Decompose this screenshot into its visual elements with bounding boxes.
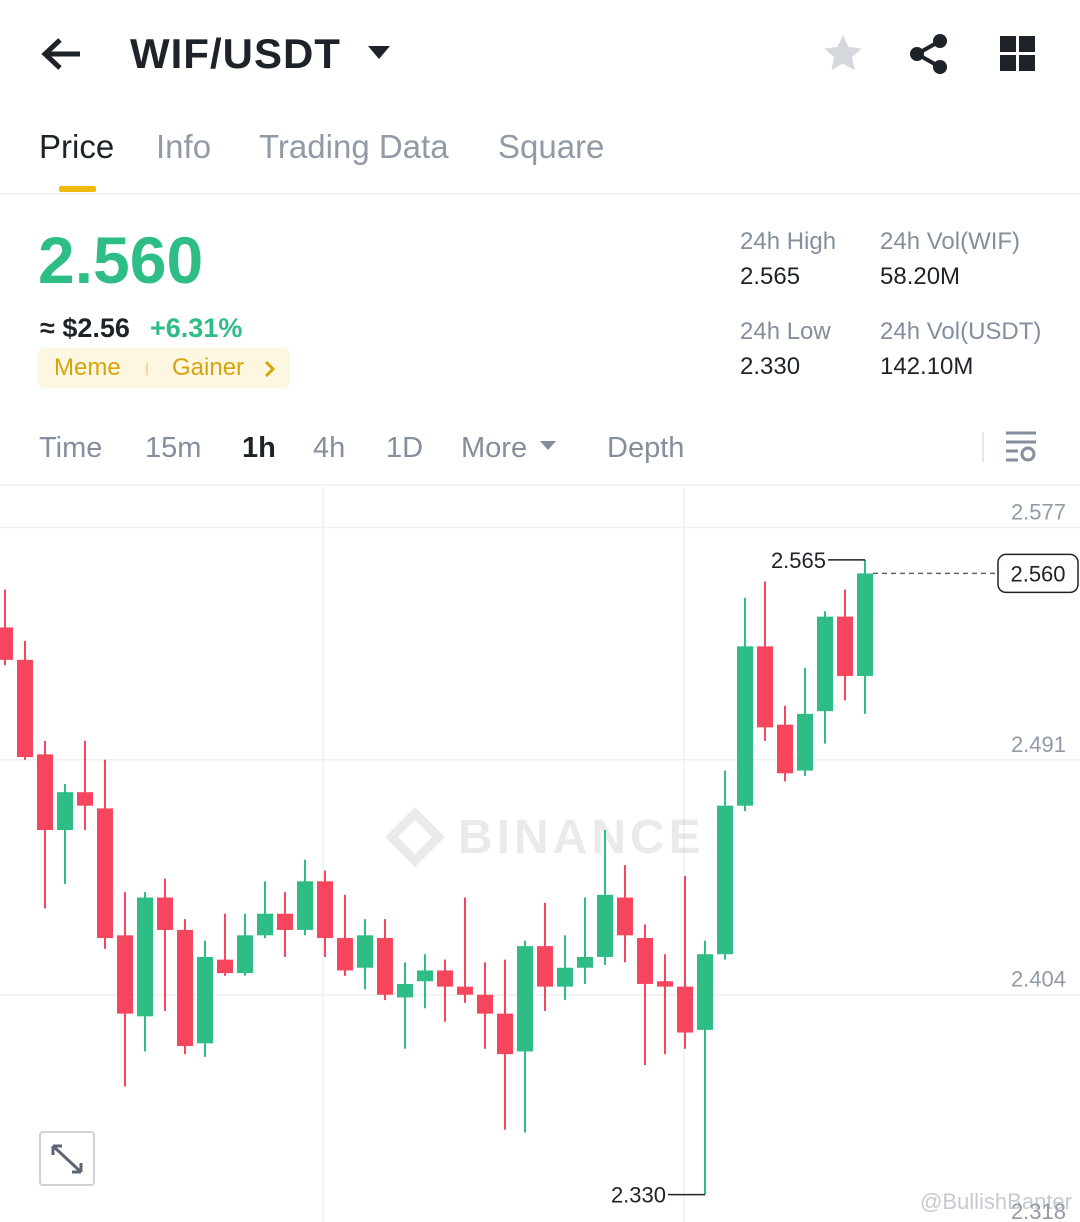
- candle-body: [617, 897, 633, 936]
- candle-body: [357, 935, 373, 968]
- interval[interactable]: 15m: [145, 432, 202, 464]
- interval[interactable]: Time: [39, 432, 103, 464]
- candle-body: [577, 956, 593, 968]
- y-tick-label: 2.318: [1011, 1199, 1066, 1222]
- candle-body: [557, 967, 573, 987]
- star-icon[interactable]: [822, 33, 864, 73]
- dropdown-icon[interactable]: [366, 44, 392, 62]
- stat-value: 58.20M: [880, 263, 961, 290]
- tag[interactable]: Gainer: [172, 354, 245, 381]
- watermark: BINANCE: [385, 807, 705, 867]
- grid-icon[interactable]: [1000, 36, 1036, 72]
- divider: [982, 432, 984, 462]
- candle-body: [757, 646, 773, 728]
- interval[interactable]: Depth: [607, 432, 685, 464]
- candle-body: [677, 986, 693, 1033]
- stat-value: 142.10M: [880, 353, 974, 380]
- last-price: 2.560: [38, 223, 204, 297]
- separator: [0, 193, 1080, 195]
- credit: @BullishBanter: [920, 1189, 1072, 1214]
- last-price-box: [997, 553, 1079, 594]
- candle-body: [257, 913, 273, 936]
- candle-body: [137, 897, 153, 1017]
- last-price-label: 2.560: [1010, 561, 1065, 586]
- candle-body: [657, 981, 673, 987]
- candle-body: [537, 946, 553, 987]
- candle-body: [97, 808, 113, 939]
- interval[interactable]: 4h: [313, 432, 346, 464]
- candle-body: [457, 986, 473, 995]
- candle-body: [777, 724, 793, 774]
- approx-price: ≈ $2.56: [40, 313, 130, 343]
- share-icon[interactable]: [908, 33, 950, 75]
- candle-body: [397, 983, 413, 998]
- pair-title[interactable]: WIF/USDT: [130, 30, 341, 77]
- interval[interactable]: 1D: [386, 432, 424, 464]
- candle-body: [37, 754, 53, 830]
- watermark-text: BINANCE: [458, 811, 705, 864]
- tab[interactable]: Square: [498, 128, 605, 165]
- candle-body: [857, 573, 873, 677]
- candle-body: [837, 616, 853, 677]
- back-icon[interactable]: [40, 36, 84, 72]
- tag-divider: [146, 363, 148, 375]
- separator: [0, 484, 1080, 486]
- tag-box[interactable]: [38, 348, 290, 388]
- candle-body: [737, 646, 753, 806]
- high-label: 2.565: [771, 548, 826, 573]
- candle-body: [157, 897, 173, 930]
- tab[interactable]: Info: [156, 128, 212, 165]
- expand-button[interactable]: [39, 1131, 95, 1186]
- candle-body: [317, 881, 333, 939]
- candle-body: [57, 792, 73, 830]
- candle-body: [217, 959, 233, 974]
- tab[interactable]: Price: [39, 128, 115, 165]
- candle-body: [297, 881, 313, 930]
- candle-body: [337, 938, 353, 971]
- candle-body: [0, 627, 13, 660]
- candle-body: [797, 713, 813, 771]
- tab[interactable]: Trading Data: [259, 128, 449, 165]
- stat-value: 2.330: [740, 353, 801, 380]
- candle-body: [117, 935, 133, 1014]
- stat-label: 24h Vol(USDT): [880, 318, 1042, 345]
- dropdown-icon[interactable]: [539, 440, 557, 452]
- candle-body: [437, 970, 453, 987]
- stat-label: 24h Vol(WIF): [880, 228, 1021, 255]
- candle-body: [77, 792, 93, 806]
- y-tick-label: 2.491: [1011, 732, 1066, 757]
- settings-icon[interactable]: [1004, 430, 1038, 462]
- tab-underline: [59, 186, 96, 192]
- candle-body: [497, 1013, 513, 1055]
- stat-label: 24h Low: [740, 318, 831, 345]
- candle-body: [517, 946, 533, 1052]
- candle-body: [237, 935, 253, 974]
- candle-body: [637, 938, 653, 984]
- candle-body: [177, 929, 193, 1047]
- candle-body: [277, 913, 293, 930]
- candle-body: [417, 970, 433, 982]
- interval[interactable]: 1h: [242, 432, 276, 464]
- candle-body: [697, 954, 713, 1030]
- price-change: +6.31%: [150, 313, 243, 343]
- tag[interactable]: Meme: [54, 354, 121, 381]
- y-tick-label: 2.404: [1011, 967, 1066, 992]
- stat-value: 2.565: [740, 263, 801, 290]
- candle-body: [377, 938, 393, 995]
- candle-body: [597, 894, 613, 957]
- interval[interactable]: More: [461, 432, 528, 464]
- stat-label: 24h High: [740, 228, 837, 255]
- candle-body: [477, 994, 493, 1014]
- candlestick-chart: BINANCE @BullishBanter 2.577 2.491 2.404 2.…: [0, 487, 1080, 1222]
- candle-body: [817, 616, 833, 712]
- chevron-icon[interactable]: [262, 359, 278, 379]
- candle-body: [17, 659, 33, 758]
- candle-body: [197, 956, 213, 1044]
- candle-body: [717, 805, 733, 955]
- low-label: 2.330: [611, 1183, 666, 1208]
- y-tick-label: 2.577: [1011, 500, 1066, 525]
